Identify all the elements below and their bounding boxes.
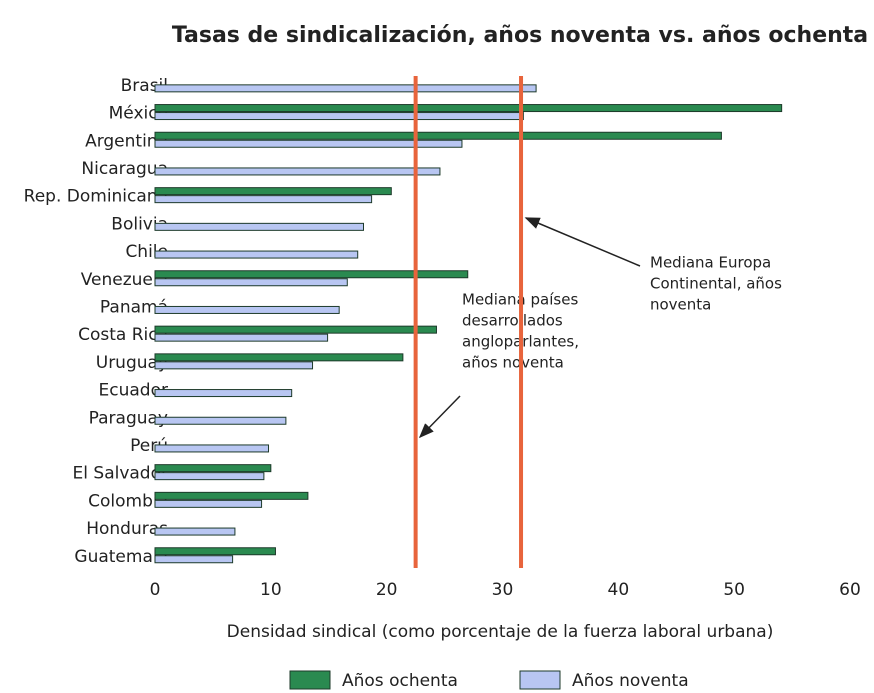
chart-title: Tasas de sindicalización, años noventa v… [172, 23, 868, 48]
x-tick-label: 60 [839, 580, 861, 600]
bar [154, 361, 314, 370]
bar [154, 472, 265, 481]
bar [154, 325, 437, 334]
bar [154, 167, 441, 176]
y-tick-label: Ecuador [99, 381, 168, 401]
y-tick-label: México [109, 104, 168, 124]
x-axis-label: Densidad sindical (como porcentaje de la… [227, 622, 774, 642]
legend-label: Años noventa [572, 671, 689, 691]
bar [154, 527, 236, 536]
y-tick-label: Costa Rica [78, 325, 168, 345]
bar [154, 499, 263, 508]
bar [154, 195, 373, 204]
bar [154, 139, 463, 148]
y-tick-label: Paraguay [89, 408, 168, 428]
bar [154, 278, 348, 287]
y-tick-label: Uruguay [96, 353, 168, 373]
legend-swatch [289, 670, 331, 690]
legend-label: Años ochenta [342, 671, 458, 691]
y-tick-label: Venezuela [81, 270, 168, 290]
bar [154, 187, 392, 196]
y-tick-label: Bolivia [111, 214, 168, 234]
bar [154, 222, 364, 231]
bar [154, 305, 340, 314]
annotation-arrow [524, 217, 641, 267]
bar [154, 112, 524, 121]
bar [154, 491, 309, 500]
bar [154, 250, 359, 259]
x-tick-label: 40 [608, 580, 630, 600]
y-tick-label: Colombia [88, 491, 168, 511]
x-tick-label: 30 [492, 580, 514, 600]
annotation: años noventa [462, 354, 564, 372]
bar [154, 333, 329, 342]
y-tick-label: Honduras [86, 519, 168, 539]
bar [154, 131, 722, 140]
annotation-arrow [418, 395, 461, 439]
y-tick-label: Rep. Dominicana [24, 187, 168, 207]
y-tick-label: Nicaragua [81, 159, 168, 179]
bar [154, 270, 469, 279]
bar [154, 555, 234, 564]
annotation: desarrollados [462, 312, 563, 330]
bar [154, 104, 783, 113]
y-tick-label: Guatemala [74, 547, 168, 567]
y-tick-label: El Salvador [73, 464, 168, 484]
annotation: Continental, años [650, 275, 782, 293]
x-tick-label: 10 [260, 580, 282, 600]
bar [154, 84, 537, 93]
bar [154, 389, 293, 398]
bar [154, 464, 272, 473]
annotation: Mediana Europa [650, 254, 771, 272]
bar [154, 353, 404, 362]
y-tick-label: Argentina [85, 131, 168, 151]
annotation: noventa [650, 296, 711, 314]
bar [154, 416, 287, 425]
x-tick-label: 0 [150, 580, 161, 600]
x-tick-label: 20 [376, 580, 398, 600]
bar [154, 444, 270, 453]
legend-swatch [519, 670, 561, 690]
y-tick-label: Panamá [100, 297, 168, 317]
bar [154, 547, 276, 556]
x-tick-label: 50 [723, 580, 745, 600]
